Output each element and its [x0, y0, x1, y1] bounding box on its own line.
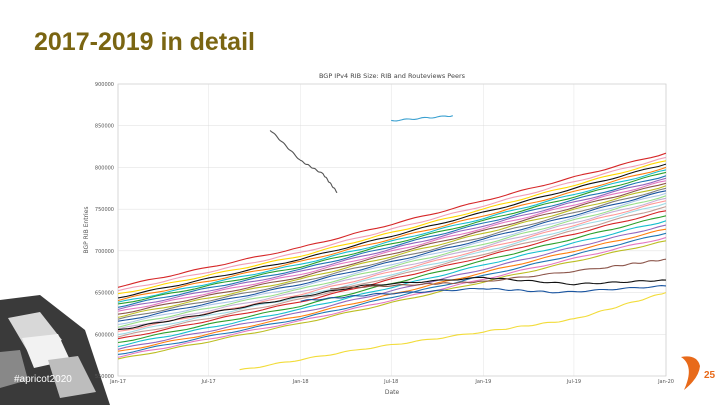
- series-line-15: [118, 192, 666, 326]
- series-line-7: [118, 171, 666, 305]
- x-axis-title: Date: [385, 389, 400, 396]
- chart-title: BGP IPv4 RIB Size: RIB and Routeviews Pe…: [319, 72, 466, 80]
- y-tick-label: 750000: [95, 207, 114, 213]
- series-line-9: [118, 177, 666, 311]
- series-line-13: [118, 187, 666, 320]
- y-tick-label: 800000: [95, 165, 114, 171]
- series-line-30: [330, 258, 666, 290]
- series-line-18: [118, 200, 666, 332]
- series-line-16: [118, 195, 666, 328]
- series-line-11: [118, 182, 666, 315]
- x-tick-label: Jan-17: [109, 379, 126, 385]
- series-line-27: [118, 236, 666, 358]
- series-line-2: [118, 156, 666, 292]
- series-line-34: [269, 130, 338, 194]
- series-line-19: [118, 202, 666, 336]
- slide-title: 2017-2019 in detail: [34, 28, 255, 56]
- x-tick-label: Jul-18: [383, 379, 398, 385]
- y-tick-label: 600000: [95, 332, 114, 338]
- series-line-21: [118, 210, 666, 340]
- apricot-logo: 25: [681, 356, 716, 390]
- x-tick-label: Jan-18: [292, 379, 309, 385]
- series-line-12: [118, 185, 666, 318]
- y-tick-label: 550000: [95, 374, 114, 380]
- series-line-28: [118, 240, 666, 360]
- y-tick-label: 850000: [95, 124, 114, 130]
- series-group: [118, 115, 666, 371]
- x-tick-label: Jul-19: [566, 379, 581, 385]
- series-line-3: [118, 160, 666, 295]
- x-tick-label: Jan-20: [657, 379, 674, 385]
- y-tick-label: 650000: [95, 291, 114, 297]
- corner-photo-decoration: [0, 295, 110, 405]
- series-line-1: [118, 152, 666, 288]
- series-line-8: [118, 175, 666, 308]
- series-line-4: [118, 163, 666, 299]
- x-tick-label: Jul-17: [200, 379, 215, 385]
- series-line-14: [118, 190, 666, 322]
- series-line-33: [391, 115, 453, 122]
- plot-area: [117, 83, 667, 377]
- series-line-29: [118, 276, 666, 331]
- series-line-24: [118, 224, 666, 350]
- y-tick-label: 700000: [95, 249, 114, 255]
- series-line-5: [118, 166, 666, 302]
- series-line-26: [118, 232, 666, 355]
- hashtag-label: #apricot2020: [14, 374, 72, 385]
- series-line-23: [118, 220, 666, 348]
- logo-text: 25: [704, 370, 716, 381]
- x-tick-labels: Jan-17 Jul-17 Jan-18 Jul-18 Jan-19 Jul-19 Jan-…: [109, 379, 674, 385]
- series-line-10: [118, 180, 666, 312]
- series-line-17: [118, 197, 666, 330]
- y-tick-labels: 550000 600000 650000 700000 750000 800000 8500…: [95, 82, 114, 380]
- series-line-20: [118, 206, 666, 338]
- series-line-6: [118, 169, 666, 303]
- series-line-32: [239, 292, 666, 371]
- x-tick-label: Jan-19: [474, 379, 491, 385]
- series-line-31: [300, 285, 666, 302]
- y-axis-title: BGP RIB Entries: [83, 206, 90, 253]
- y-tick-label: 900000: [95, 82, 114, 88]
